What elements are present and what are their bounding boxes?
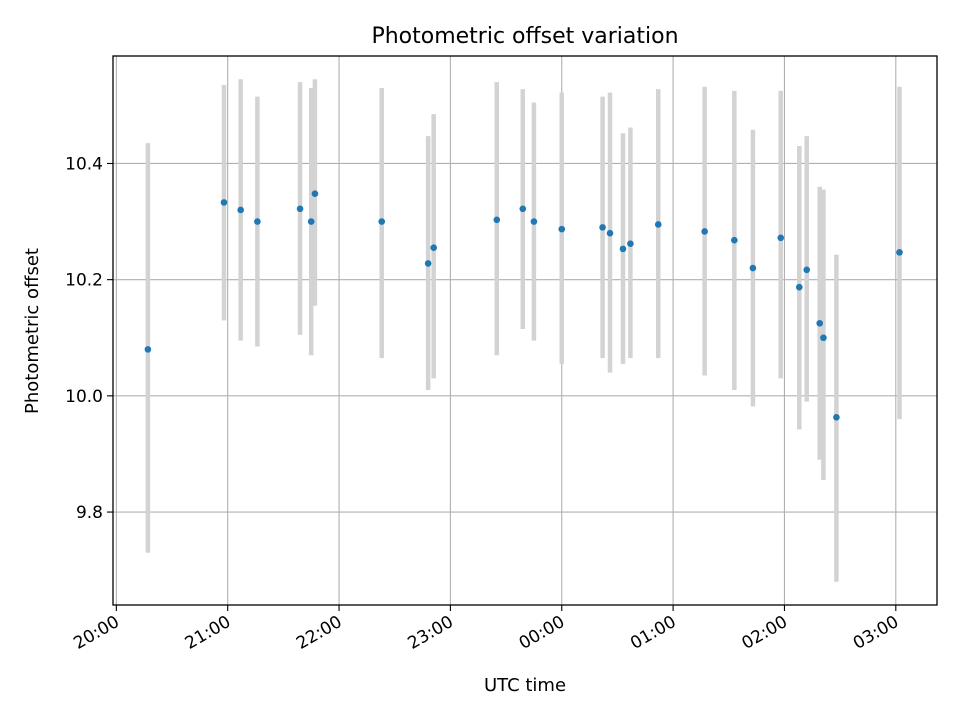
y-tick-label: 10.4 bbox=[65, 154, 103, 174]
data-point bbox=[378, 218, 386, 225]
data-point bbox=[599, 224, 606, 231]
data-point bbox=[749, 264, 757, 272]
data-point bbox=[816, 319, 824, 327]
grid bbox=[113, 56, 937, 605]
chart-title: Photometric offset variation bbox=[371, 24, 678, 49]
data-point bbox=[627, 240, 634, 247]
data-point bbox=[619, 245, 627, 253]
data-point bbox=[795, 283, 803, 291]
data-point bbox=[820, 334, 827, 342]
data-points bbox=[144, 190, 903, 421]
data-point bbox=[519, 205, 527, 213]
y-axis-ticks: 9.8 10.0 10.2 10.4 bbox=[65, 154, 113, 523]
data-point bbox=[220, 199, 228, 206]
data-point bbox=[701, 228, 708, 235]
data-point bbox=[430, 244, 437, 252]
plot-frame bbox=[112, 55, 938, 606]
data-point bbox=[530, 218, 538, 225]
data-point bbox=[654, 221, 662, 228]
data-point bbox=[307, 218, 315, 225]
y-tick-label: 10.2 bbox=[65, 271, 103, 291]
y-axis-label: Photometric offset bbox=[22, 248, 43, 414]
data-point bbox=[311, 190, 319, 197]
data-point bbox=[254, 218, 261, 225]
data-point bbox=[424, 260, 432, 267]
y-tick-label: 9.8 bbox=[76, 503, 103, 523]
x-axis-label: UTC time bbox=[484, 675, 566, 696]
data-point bbox=[777, 234, 785, 242]
data-point bbox=[731, 236, 738, 244]
data-point bbox=[558, 225, 566, 233]
data-point bbox=[296, 205, 304, 213]
data-point bbox=[896, 249, 903, 256]
data-point bbox=[493, 216, 501, 224]
data-point bbox=[833, 414, 840, 421]
data-point bbox=[237, 206, 244, 214]
y-tick-label: 10.0 bbox=[65, 387, 103, 407]
data-point bbox=[803, 266, 811, 274]
data-point bbox=[144, 346, 152, 353]
data-point bbox=[606, 229, 614, 237]
